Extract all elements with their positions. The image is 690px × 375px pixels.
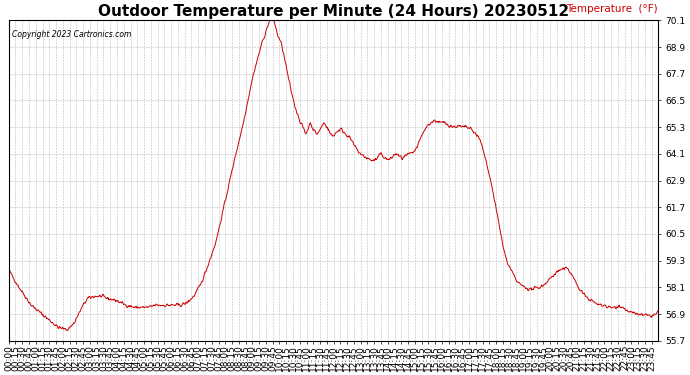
Text: Copyright 2023 Cartronics.com: Copyright 2023 Cartronics.com xyxy=(12,30,131,39)
Title: Outdoor Temperature per Minute (24 Hours) 20230512: Outdoor Temperature per Minute (24 Hours… xyxy=(98,4,569,19)
Text: Temperature  (°F): Temperature (°F) xyxy=(566,4,658,14)
